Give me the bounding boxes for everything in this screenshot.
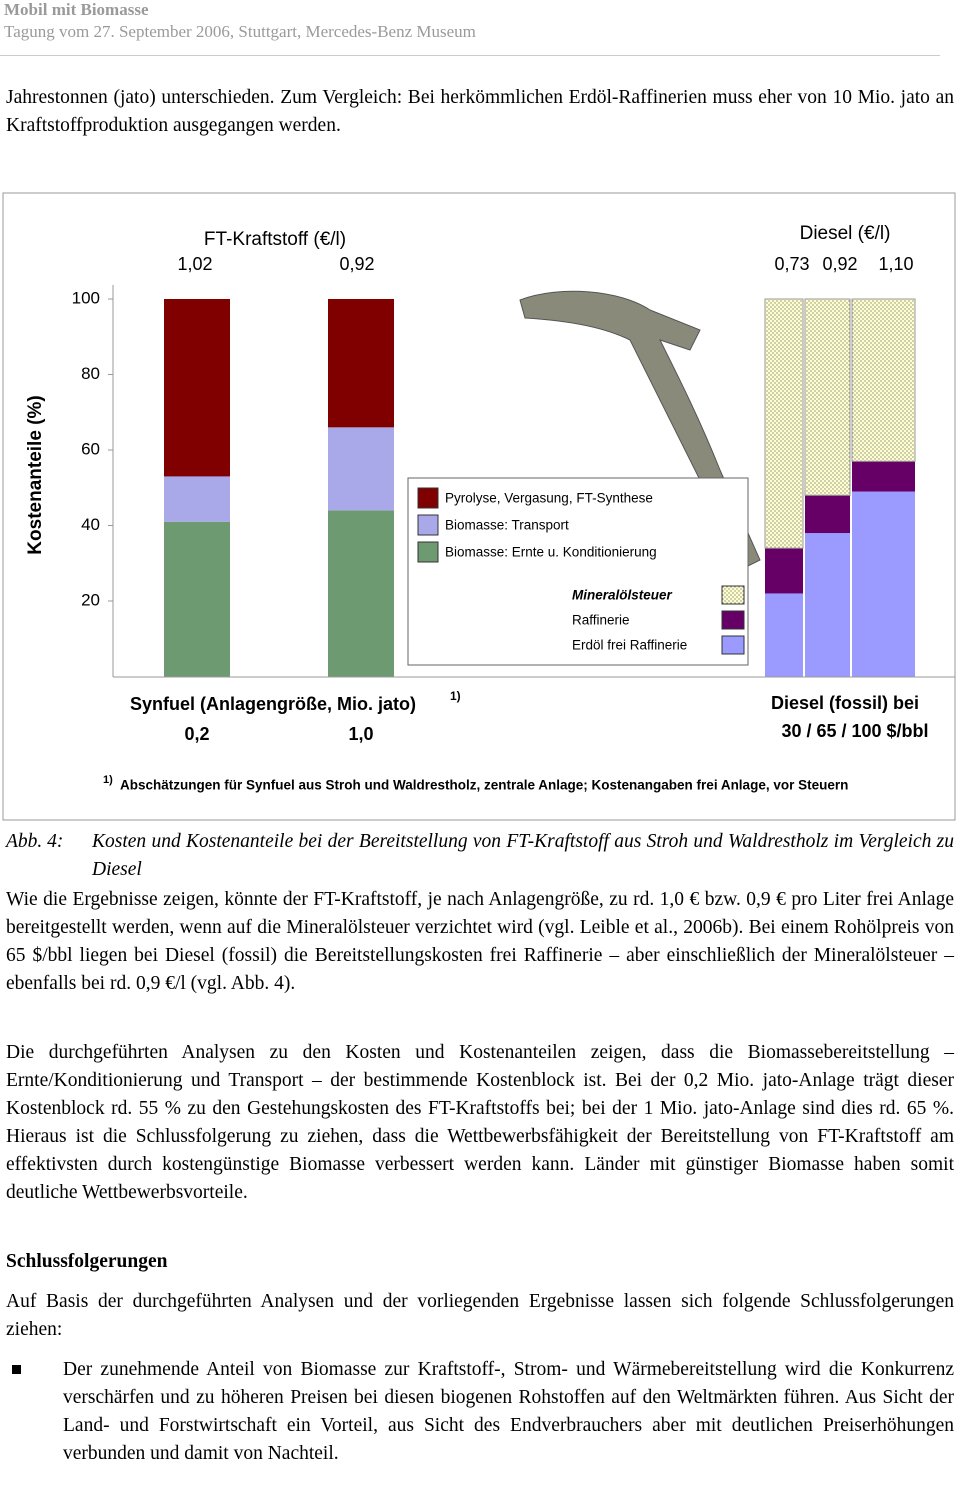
legend-swatch	[721, 610, 745, 630]
legend-label: Erdöl frei Raffinerie	[572, 638, 687, 653]
figure-caption: Abb. 4: Kosten und Kostenanteile bei der…	[6, 828, 954, 884]
intro-paragraph: Jahrestonnen (jato) unterschieden. Zum V…	[6, 87, 954, 136]
bar-top-label: 1,02	[177, 254, 212, 274]
legend-swatch	[417, 514, 439, 536]
plot: Kostenanteile (%) FT-Kraftstoff (€/l) Di…	[2, 192, 956, 821]
paragraph: Die durchgeführten Analysen zu den Koste…	[6, 1042, 954, 1203]
group-title: FT-Kraftstoff (€/l)	[204, 229, 346, 250]
legend-label: Mineralölsteuer	[572, 588, 673, 603]
bar-segment	[852, 461, 915, 492]
paragraph: Auf Basis der durchgeführten Analysen un…	[6, 1291, 954, 1340]
legend-label: Raffinerie	[572, 613, 630, 628]
y-tick-label: 20	[81, 590, 100, 609]
group-label: Diesel (fossil) bei	[771, 693, 919, 713]
chart-frame	[2, 192, 956, 821]
chart: Kostenanteile (%) FT-Kraftstoff (€/l) Di…	[2, 192, 956, 821]
section-heading: Schlussfolgerungen	[6, 1251, 168, 1272]
legend-swatch	[721, 585, 745, 605]
paragraph: Wie die Ergebnisse zeigen, könnte der FT…	[6, 889, 954, 994]
header-subtitle: Tagung vom 27. September 2006, Stuttgart…	[4, 22, 476, 41]
bar-top-label: 0,92	[339, 254, 374, 274]
bullet-item: Der zunehmende Anteil von Biomasse zur K…	[6, 1356, 954, 1468]
bar-segment	[328, 510, 394, 677]
y-axis-label: Kostenanteile (%)	[25, 395, 46, 554]
header-title: Mobil mit Biomasse	[4, 0, 149, 19]
legend-swatch	[417, 541, 439, 563]
bullet-text: Der zunehmende Anteil von Biomasse zur K…	[63, 1359, 954, 1464]
legend-swatch	[417, 487, 439, 509]
bar-segment	[852, 491, 915, 677]
bar-segment	[328, 427, 394, 511]
bar-segment	[164, 521, 230, 677]
bar-segment	[851, 298, 916, 462]
bar-segment	[164, 299, 230, 477]
caption-text: Kosten und Kostenanteile bei der Bereits…	[92, 831, 954, 880]
footnote-mark: 1)	[450, 689, 461, 703]
footnote-mark: 1)	[103, 774, 113, 786]
group-label: Synfuel (Anlagengröße, Mio. jato)	[130, 694, 416, 714]
footnote: Abschätzungen für Synfuel aus Stroh und …	[120, 778, 848, 793]
x-tick-label: 1,0	[348, 724, 373, 744]
group-label: 30 / 65 / 100 $/bbl	[781, 721, 928, 741]
bullet-marker	[12, 1365, 21, 1374]
bar-segment	[765, 593, 803, 677]
y-tick-label: 80	[81, 364, 100, 383]
y-tick-label: 40	[81, 515, 100, 534]
bar-segment	[805, 495, 850, 534]
y-tick-label: 60	[81, 439, 100, 458]
bar-segment	[764, 298, 804, 549]
caption-label: Abb. 4:	[6, 831, 64, 852]
bar-segment	[805, 533, 850, 677]
legend-label: Biomasse: Ernte u. Konditionierung	[445, 545, 657, 560]
bar-segment	[328, 299, 394, 428]
y-tick-label: 100	[72, 288, 100, 307]
bar-segment	[765, 548, 803, 594]
bar-top-label: 1,10	[878, 254, 913, 274]
legend-label: Biomasse: Transport	[445, 518, 569, 533]
legend-label: Pyrolyse, Vergasung, FT-Synthese	[445, 491, 653, 506]
x-tick-label: 0,2	[184, 724, 209, 744]
bar-top-label: 0,73	[774, 254, 809, 274]
legend-swatch	[721, 635, 745, 655]
legend-box	[407, 477, 749, 666]
header-rule	[0, 55, 940, 56]
group-title: Diesel (€/l)	[800, 223, 891, 244]
bar-top-label: 0,92	[822, 254, 857, 274]
bar-segment	[804, 298, 851, 496]
bar-segment	[164, 476, 230, 522]
